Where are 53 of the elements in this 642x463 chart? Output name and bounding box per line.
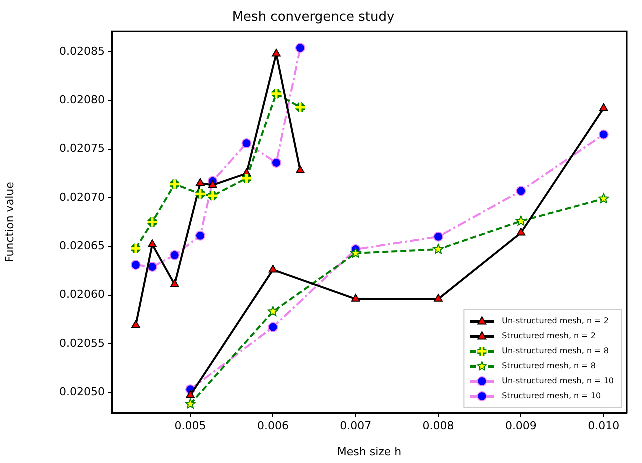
point [170,250,180,260]
point [208,180,218,188]
legend-label: Structured mesh, n = 8 [502,362,596,371]
point [268,264,278,273]
y-tick-label: 0.02050 [60,385,105,398]
legend-label: Structured mesh, n = 2 [502,332,596,341]
point [186,390,195,398]
point [296,166,305,174]
point [272,158,282,168]
point [170,280,180,288]
point [132,320,140,328]
x-tick-label: 0.010 [588,419,620,432]
point [598,130,609,140]
legend-label: Un-structured mesh, n = 8 [502,346,609,356]
y-tick-label: 0.02065 [60,239,105,252]
point [599,103,608,112]
point [295,43,306,54]
y-tick-label: 0.02075 [60,142,105,156]
point [242,138,252,148]
point [433,244,444,254]
legend-label: Un-structured mesh, n = 10 [502,376,614,386]
point [196,178,205,186]
point [148,262,158,272]
point [434,294,443,302]
y-tick-label: 0.02080 [60,94,105,107]
point [516,216,526,226]
chart-title: Mesh convergence study [232,10,395,26]
point [130,260,141,270]
point [351,294,360,302]
legend-label: Un-structured mesh, n = 2 [502,316,609,326]
point [195,230,206,241]
x-axis-title: Mesh size h [337,445,402,458]
point [598,193,610,204]
point [516,186,526,196]
point [434,232,444,242]
x-tick-label: 0.007 [340,419,372,432]
x-tick-label: 0.005 [174,419,206,432]
x-tick-label: 0.009 [505,419,537,432]
point [272,48,281,57]
point [268,306,278,316]
x-tick-label: 0.008 [422,419,454,432]
y-tick-label: 0.02085 [60,44,105,58]
legend-label: Structured mesh, n = 10 [502,392,602,401]
y-axis-title: Function value [3,182,16,262]
x-tick-label: 0.006 [257,419,289,432]
y-tick-label: 0.02055 [60,336,105,350]
point [516,228,526,236]
point [268,322,278,332]
point [350,248,362,258]
y-tick-label: 0.02060 [60,288,105,302]
point [185,398,196,409]
point [148,240,157,248]
y-tick-label: 0.02070 [60,190,105,204]
